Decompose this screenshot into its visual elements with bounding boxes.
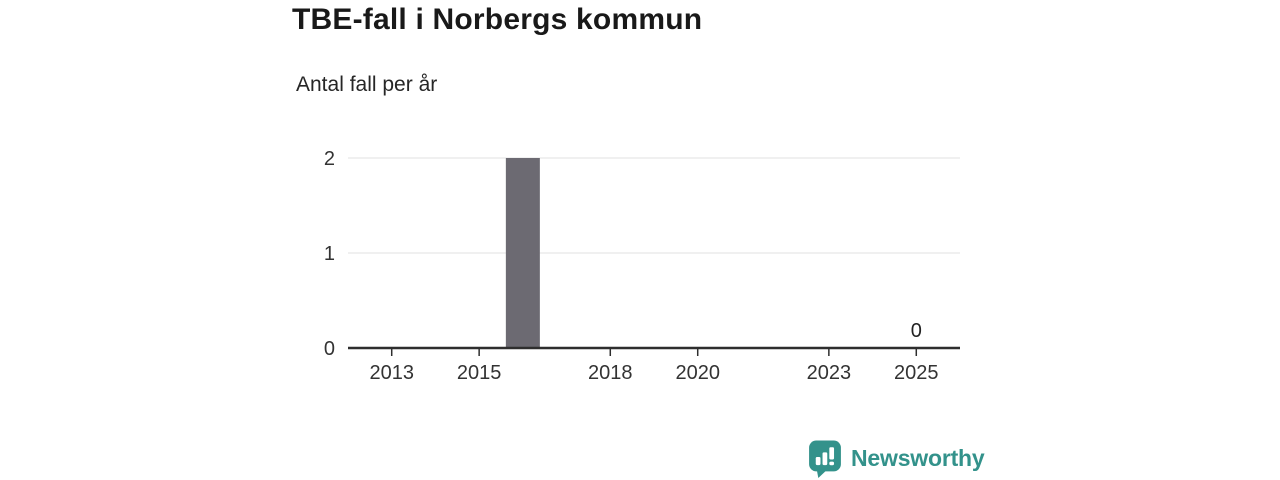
y-tick-label: 2 xyxy=(324,148,335,170)
x-tick-label: 2025 xyxy=(894,362,939,384)
x-tick-label: 2013 xyxy=(369,362,414,384)
brand-name: Newsworthy xyxy=(851,445,985,471)
newsworthy-brand-link[interactable]: Newsworthy xyxy=(808,440,985,478)
x-tick-label: 2023 xyxy=(807,362,852,384)
bar-chart-canvas: 0 1 2 2013 2015 2018 2020 2023 2025 0 xyxy=(324,148,960,384)
value-label: 0 xyxy=(911,320,922,342)
x-tick-label: 2018 xyxy=(588,362,633,384)
y-tick-label: 1 xyxy=(324,243,335,265)
bar-2016 xyxy=(505,158,540,348)
chart-subtitle: Antal fall per år xyxy=(296,73,438,96)
newsworthy-logo-icon xyxy=(809,440,841,478)
x-tick-label: 2020 xyxy=(675,362,720,384)
chart-title: TBE-fall i Norbergs kommun xyxy=(292,3,703,36)
y-tick-label: 0 xyxy=(324,338,335,360)
bar-chart: 0 1 2 2013 2015 2018 2020 2023 2025 0 xyxy=(300,140,980,400)
x-tick-label: 2015 xyxy=(457,362,502,384)
